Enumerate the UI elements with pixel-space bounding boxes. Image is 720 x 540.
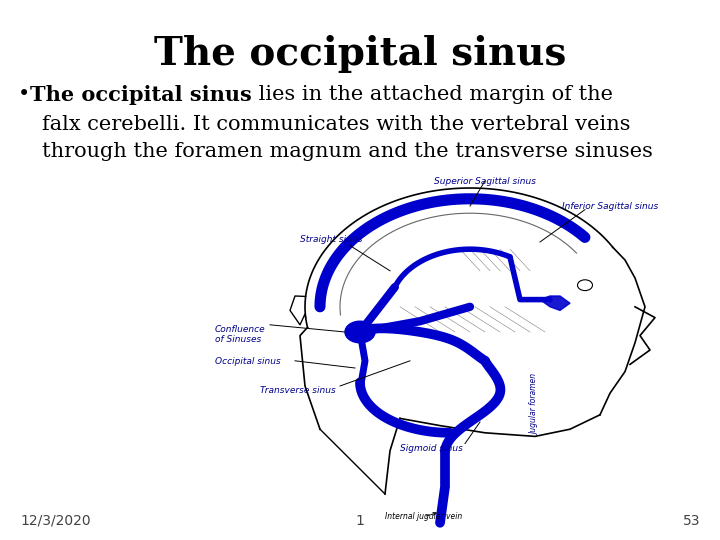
Text: Internal jugular vein: Internal jugular vein — [385, 512, 462, 521]
Polygon shape — [540, 296, 570, 310]
Circle shape — [345, 321, 375, 343]
Text: The occipital sinus: The occipital sinus — [154, 35, 566, 73]
Text: Transverse sinus: Transverse sinus — [260, 386, 336, 395]
Text: The occipital sinus: The occipital sinus — [30, 85, 252, 105]
Text: Superior Sagittal sinus: Superior Sagittal sinus — [434, 177, 536, 186]
Text: falx cerebelli. It communicates with the vertebral veins: falx cerebelli. It communicates with the… — [42, 115, 631, 134]
Text: 1: 1 — [356, 514, 364, 528]
Text: Straight sinus: Straight sinus — [300, 235, 362, 244]
Text: Occipital sinus: Occipital sinus — [215, 357, 281, 366]
Text: •: • — [18, 85, 30, 104]
Text: Jugular foramen: Jugular foramen — [531, 374, 539, 435]
Text: 12/3/2020: 12/3/2020 — [20, 514, 91, 528]
Text: lies in the attached margin of the: lies in the attached margin of the — [252, 85, 613, 104]
Text: through the foramen magnum and the transverse sinuses: through the foramen magnum and the trans… — [42, 142, 653, 161]
Text: Confluence
of Sinuses: Confluence of Sinuses — [215, 325, 266, 344]
Text: 53: 53 — [683, 514, 700, 528]
Text: Inferior Sagittal sinus: Inferior Sagittal sinus — [562, 202, 658, 211]
Text: Sigmoid sinus: Sigmoid sinus — [400, 443, 463, 453]
